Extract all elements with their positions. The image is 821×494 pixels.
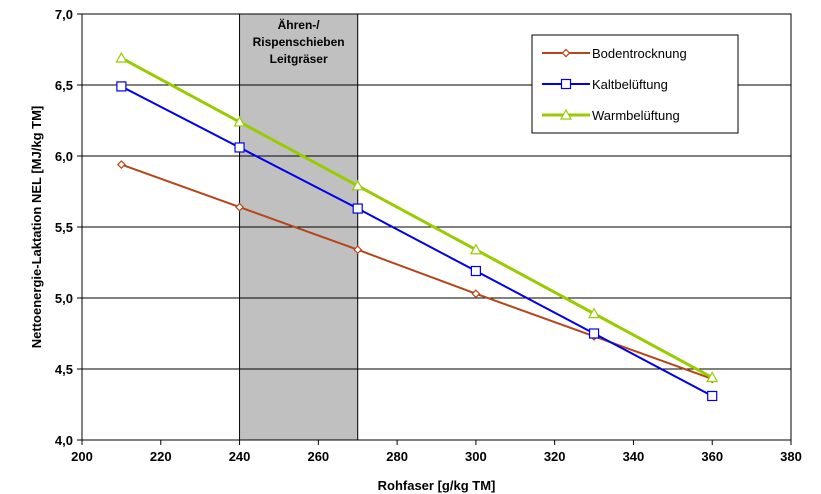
y-tick-label: 4,0 <box>55 433 73 448</box>
x-tick-label: 200 <box>71 449 93 464</box>
x-tick-label: 320 <box>544 449 566 464</box>
y-tick-label: 6,5 <box>55 78 73 93</box>
data-point-warmbel-ftung <box>351 179 364 191</box>
x-tick-label: 280 <box>386 449 408 464</box>
legend-entry-label: Bodentrocknung <box>592 46 687 61</box>
data-point-kaltbel-ftung <box>707 390 718 402</box>
series-layer <box>115 51 719 402</box>
data-point-bodentrocknung <box>353 245 363 255</box>
data-point-warmbel-ftung <box>233 115 246 127</box>
axes <box>77 13 792 445</box>
x-tick-label: 240 <box>229 449 251 464</box>
data-point-warmbel-ftung <box>115 51 128 63</box>
legend-swatch-marker <box>560 78 572 90</box>
series-line-warmbel-ftung <box>120 56 713 379</box>
legend-swatch-marker <box>559 108 573 120</box>
data-point-kaltbel-ftung <box>588 328 600 339</box>
legend-entry-label: Warmbelüftung <box>592 108 680 123</box>
plot-frame <box>81 13 792 441</box>
data-point-bodentrocknung <box>116 160 126 169</box>
data-point-kaltbel-ftung <box>116 81 127 92</box>
tick-labels: 4,0 4,5 5,0 5,5 6,0 6,5 7,0 200 220 240 260 280 300 3… <box>55 7 802 464</box>
data-point-bodentrocknung <box>471 289 481 299</box>
band-label-line: Leitgräser <box>270 52 328 66</box>
band-label-line: Ähren-/ <box>278 17 321 32</box>
data-point-kaltbel-ftung <box>352 203 363 214</box>
y-tick-label: 6,0 <box>55 149 73 164</box>
data-point-warmbel-ftung <box>588 307 601 319</box>
series-line-bodentrocknung <box>121 163 713 380</box>
y-tick-label: 7,0 <box>55 7 73 22</box>
legend: Bodentrocknung Kaltbelüftung Warmbelüftung <box>531 34 739 134</box>
x-tick-label: 260 <box>307 449 329 464</box>
x-tick-label: 380 <box>780 449 802 464</box>
y-axis-title: Nettoenergie-Laktation NEL [MJ/kg TM] <box>29 106 44 348</box>
legend-entry-label: Kaltbelüftung <box>592 77 668 92</box>
x-axis-title: Rohfaser [g/kg TM] <box>378 478 496 493</box>
legend-swatch-marker <box>561 48 571 58</box>
data-point-bodentrocknung <box>235 202 245 212</box>
data-point-warmbel-ftung <box>469 243 482 255</box>
data-point-kaltbel-ftung <box>234 142 245 153</box>
y-tick-label: 5,5 <box>55 220 73 235</box>
y-tick-label: 5,0 <box>55 291 73 306</box>
y-tick-label: 4,5 <box>55 362 73 377</box>
x-tick-label: 220 <box>150 449 172 464</box>
data-point-warmbel-ftung <box>706 371 719 383</box>
data-point-kaltbel-ftung <box>470 265 481 277</box>
x-tick-label: 340 <box>623 449 645 464</box>
band-label-line: Rispenschieben <box>253 35 345 49</box>
series-line-kaltbel-ftung <box>120 85 713 397</box>
x-tick-label: 360 <box>701 449 723 464</box>
x-tick-label: 300 <box>465 449 487 464</box>
